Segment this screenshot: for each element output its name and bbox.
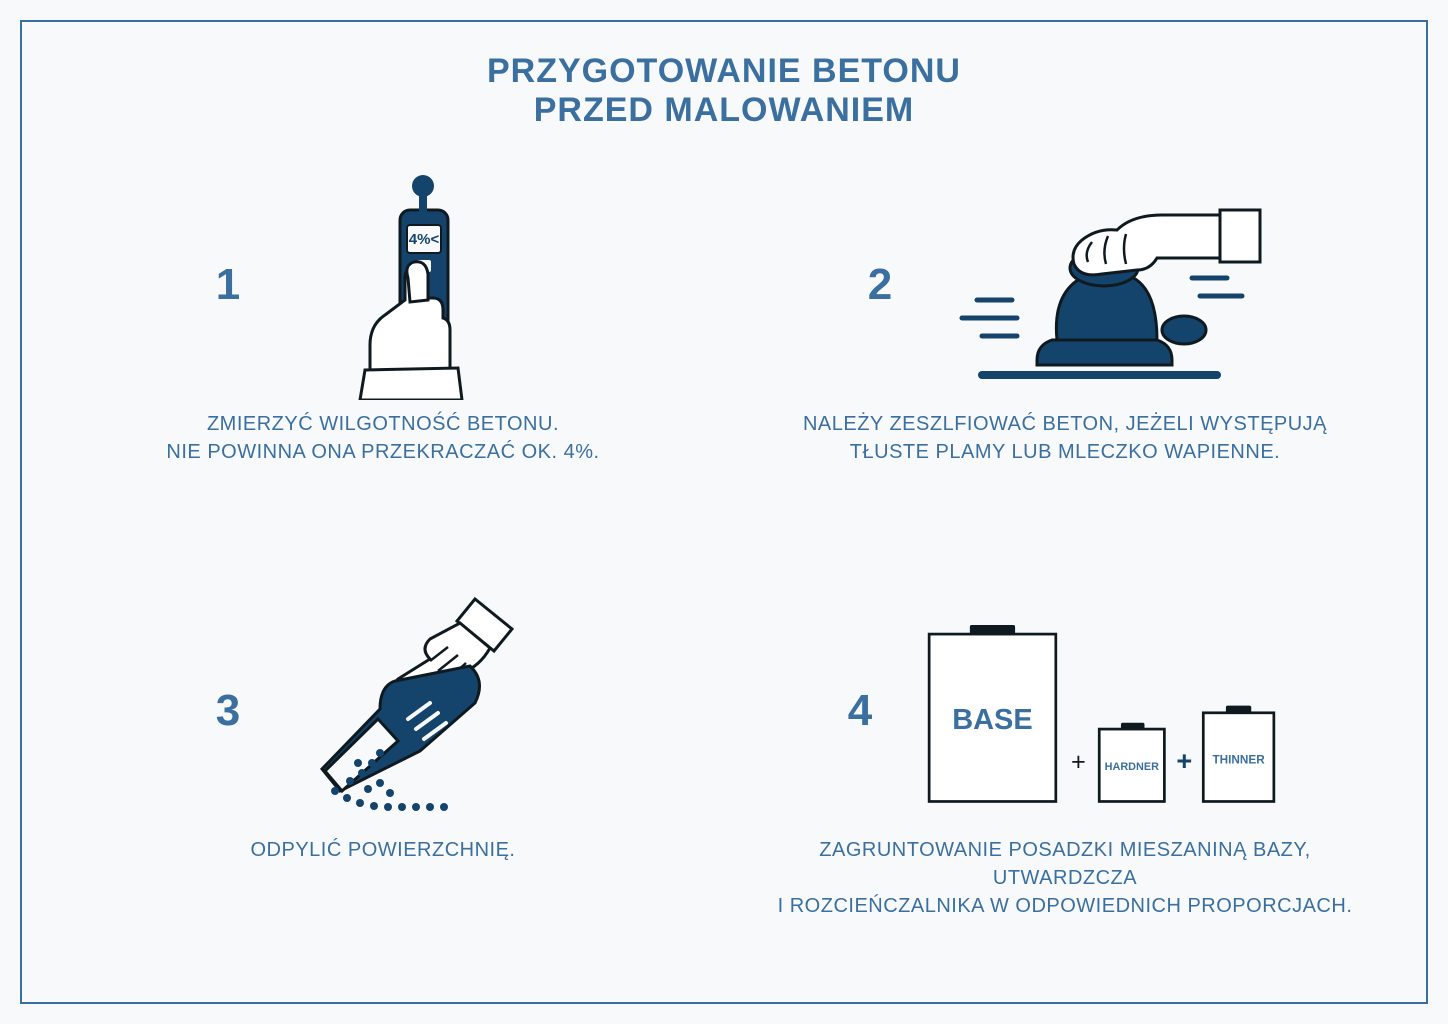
step-1-caption: ZMIERZYĆ WILGOTNOŚĆ BETONU. NIE POWINNA …	[166, 410, 599, 466]
step-1-caption-l2: NIE POWINNA ONA PRZEKRACZAĆ OK. 4%.	[166, 441, 599, 463]
handheld-vacuum-icon	[270, 596, 550, 826]
hardner-can-label: HARDNER	[1105, 761, 1159, 773]
step-2-number: 2	[868, 260, 892, 310]
step-2: 2	[744, 160, 1386, 546]
svg-text:+: +	[1177, 745, 1193, 776]
step-4-number: 4	[848, 686, 872, 736]
svg-text:+: +	[1071, 748, 1086, 776]
step-1-top: 1 4%<	[216, 160, 550, 410]
step-3-number: 3	[216, 686, 240, 736]
infographic-frame: PRZYGOTOWANIE BETONU PRZED MALOWANIEM 1	[20, 20, 1428, 1004]
moisture-meter-icon: 4%<	[270, 170, 550, 400]
step-2-caption-l2: TŁUSTE PLAMY LUB MLECZKO WAPIENNE.	[850, 441, 1280, 463]
title-line-1: PRZYGOTOWANIE BETONU	[62, 52, 1386, 91]
base-can-label: BASE	[953, 704, 1033, 736]
thinner-can-label: THINNER	[1213, 753, 1266, 766]
title-line-2: PRZED MALOWANIEM	[62, 91, 1386, 130]
steps-grid: 1 4%<	[62, 160, 1386, 972]
step-1-number: 1	[216, 260, 240, 310]
paint-cans-icon: BASE + HARDNER + THINNER	[902, 596, 1282, 826]
step-4-top: 4 BASE + HARDNER +	[848, 586, 1282, 836]
step-4-caption-l2: I ROZCIEŃCZALNIKA W ODPOWIEDNICH PROPORC…	[778, 895, 1353, 917]
step-2-caption: NALEŻY ZESZLFIOWAĆ BETON, JEŻELI WYSTĘPU…	[803, 410, 1327, 466]
step-3-top: 3	[216, 586, 550, 836]
step-2-caption-l1: NALEŻY ZESZLFIOWAĆ BETON, JEŻELI WYSTĘPU…	[803, 413, 1327, 435]
step-2-top: 2	[868, 160, 1262, 410]
step-4-caption-l1: ZAGRUNTOWANIE POSADZKI MIESZANINĄ BAZY, …	[819, 839, 1310, 889]
sander-icon	[922, 170, 1262, 400]
step-3-caption: ODPYLIĆ POWIERZCHNIĘ.	[251, 836, 516, 864]
page-title: PRZYGOTOWANIE BETONU PRZED MALOWANIEM	[62, 52, 1386, 130]
step-4-caption: ZAGRUNTOWANIE POSADZKI MIESZANINĄ BAZY, …	[775, 836, 1355, 920]
step-4: 4 BASE + HARDNER +	[744, 586, 1386, 972]
step-1-caption-l1: ZMIERZYĆ WILGOTNOŚĆ BETONU.	[207, 413, 559, 435]
meter-screen-text: 4%<	[409, 231, 440, 248]
step-1: 1 4%<	[62, 160, 704, 546]
step-3-caption-l1: ODPYLIĆ POWIERZCHNIĘ.	[251, 839, 516, 861]
step-3: 3	[62, 586, 704, 972]
